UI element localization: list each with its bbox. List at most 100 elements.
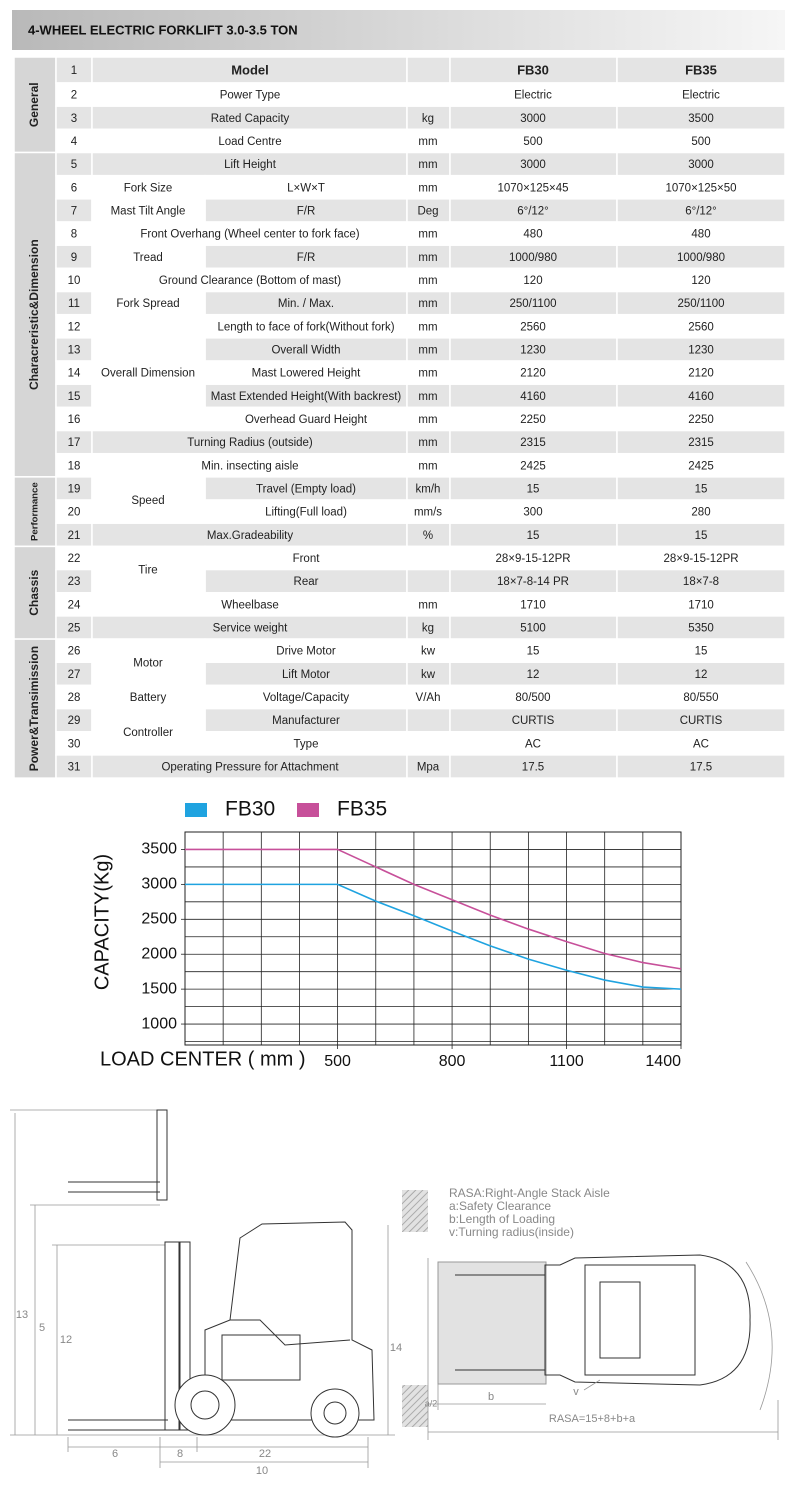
table-cell bbox=[406, 82, 451, 107]
row-label: Travel (Empty load) bbox=[256, 484, 356, 496]
row-label: Turning Radius (outside) bbox=[187, 437, 313, 449]
row-value: 5350 bbox=[688, 623, 714, 635]
x-tick-label: 800 bbox=[439, 1053, 466, 1070]
group-label: Overall Dimension bbox=[101, 368, 195, 380]
row-value: Electric bbox=[514, 90, 552, 102]
row-value: 18×7-8-14 PR bbox=[497, 576, 569, 588]
series-line bbox=[185, 883, 682, 990]
row-label: Power Type bbox=[220, 90, 281, 102]
row-number: 30 bbox=[68, 738, 81, 750]
row-value: AC bbox=[525, 738, 541, 750]
y-tick-label: 1000 bbox=[141, 1015, 177, 1032]
row-value: 2425 bbox=[688, 460, 714, 472]
dim-label: 8 bbox=[177, 1448, 183, 1460]
row-value: 15 bbox=[695, 530, 708, 542]
group-label: Speed bbox=[131, 495, 164, 507]
row-value: 250/1100 bbox=[677, 298, 724, 310]
hatch-box bbox=[402, 1190, 428, 1232]
row-value: 4160 bbox=[688, 391, 714, 403]
row-label: Overhead Guard Height bbox=[245, 414, 368, 426]
row-value: 15 bbox=[527, 646, 540, 658]
row-unit: mm bbox=[418, 159, 437, 171]
row-value: 2250 bbox=[688, 414, 714, 426]
row-value: 4160 bbox=[520, 391, 546, 403]
row-number: 26 bbox=[68, 646, 81, 658]
row-label: L×W×T bbox=[287, 182, 325, 194]
row-number: 29 bbox=[68, 715, 81, 727]
row-value: 15 bbox=[527, 530, 540, 542]
dim-label: 13 bbox=[16, 1309, 28, 1321]
row-value: 1070×125×45 bbox=[498, 182, 569, 194]
row-value: FB30 bbox=[517, 62, 549, 77]
row-label: Model bbox=[231, 62, 269, 77]
truck-body bbox=[544, 1254, 751, 1386]
row-label: Mast Lowered Height bbox=[252, 368, 361, 380]
row-label: Rated Capacity bbox=[211, 113, 290, 125]
row-value: 1230 bbox=[520, 344, 546, 356]
row-value: 80/500 bbox=[515, 692, 550, 704]
row-unit: kw bbox=[421, 646, 436, 658]
section-label: Performance bbox=[30, 482, 41, 541]
row-value: 500 bbox=[691, 136, 710, 148]
row-value: 2315 bbox=[520, 437, 546, 449]
row-value: 17.5 bbox=[690, 762, 712, 774]
row-value: 17.5 bbox=[522, 762, 544, 774]
row-number: 10 bbox=[68, 275, 81, 287]
row-unit: kw bbox=[421, 669, 436, 681]
side-view bbox=[10, 1109, 395, 1468]
table-cell bbox=[406, 731, 451, 756]
hatch-box bbox=[402, 1385, 428, 1427]
row-unit: mm bbox=[418, 321, 437, 333]
row-label: Overall Width bbox=[271, 344, 340, 356]
row-value: 2560 bbox=[688, 321, 714, 333]
row-unit: Mpa bbox=[417, 762, 440, 774]
row-value: 300 bbox=[523, 507, 542, 519]
row-number: 21 bbox=[68, 530, 81, 542]
row-value: 80/550 bbox=[683, 692, 718, 704]
diagram-labels: RASA:Right-Angle Stack Aisle a:Safety Cl… bbox=[16, 1186, 636, 1477]
panel bbox=[221, 1334, 301, 1381]
row-unit: mm bbox=[418, 136, 437, 148]
y-tick-label: 3000 bbox=[141, 876, 177, 893]
row-label: Wheelbase bbox=[221, 599, 279, 611]
group-label: Controller bbox=[123, 727, 173, 739]
row-value: 2120 bbox=[688, 368, 714, 380]
row-number: 4 bbox=[71, 136, 78, 148]
section-label: Characreristic&Dimension bbox=[27, 239, 41, 390]
row-value: 120 bbox=[691, 275, 710, 287]
dim-label: b bbox=[488, 1391, 494, 1403]
legend-label: FB35 bbox=[337, 798, 387, 821]
row-value: 15 bbox=[527, 484, 540, 496]
row-unit: % bbox=[423, 530, 433, 542]
row-label: Service weight bbox=[213, 623, 289, 635]
table-cell bbox=[91, 56, 408, 84]
row-number: 2 bbox=[71, 90, 77, 102]
turn-radius bbox=[583, 1379, 601, 1391]
row-number: 28 bbox=[68, 692, 81, 704]
x-tick-label: 1400 bbox=[645, 1053, 681, 1070]
group-label: Tire bbox=[138, 565, 157, 577]
legend-line: a:Safety Clearance bbox=[449, 1199, 551, 1213]
dim-label: v bbox=[573, 1386, 579, 1398]
row-value: 3500 bbox=[688, 113, 714, 125]
row-number: 24 bbox=[68, 599, 81, 611]
row-value: 480 bbox=[691, 229, 710, 241]
row-unit: mm bbox=[418, 252, 437, 264]
row-unit: kg bbox=[422, 623, 434, 635]
row-value: 15 bbox=[695, 484, 708, 496]
table-cell bbox=[406, 56, 451, 84]
dim-label: 14 bbox=[390, 1342, 402, 1354]
group-label: Fork Spread bbox=[116, 298, 179, 310]
legend-line: v:Turning radius(inside) bbox=[449, 1225, 574, 1239]
row-label: Lifting(Full load) bbox=[265, 507, 347, 519]
x-tick-label: 1100 bbox=[549, 1053, 584, 1070]
seat bbox=[230, 1319, 351, 1346]
row-number: 5 bbox=[71, 159, 77, 171]
load bbox=[437, 1261, 547, 1385]
row-value: 500 bbox=[523, 136, 542, 148]
y-tick-label: 2000 bbox=[141, 945, 177, 962]
row-label: Front bbox=[293, 553, 321, 565]
row-number: 6 bbox=[71, 182, 77, 194]
